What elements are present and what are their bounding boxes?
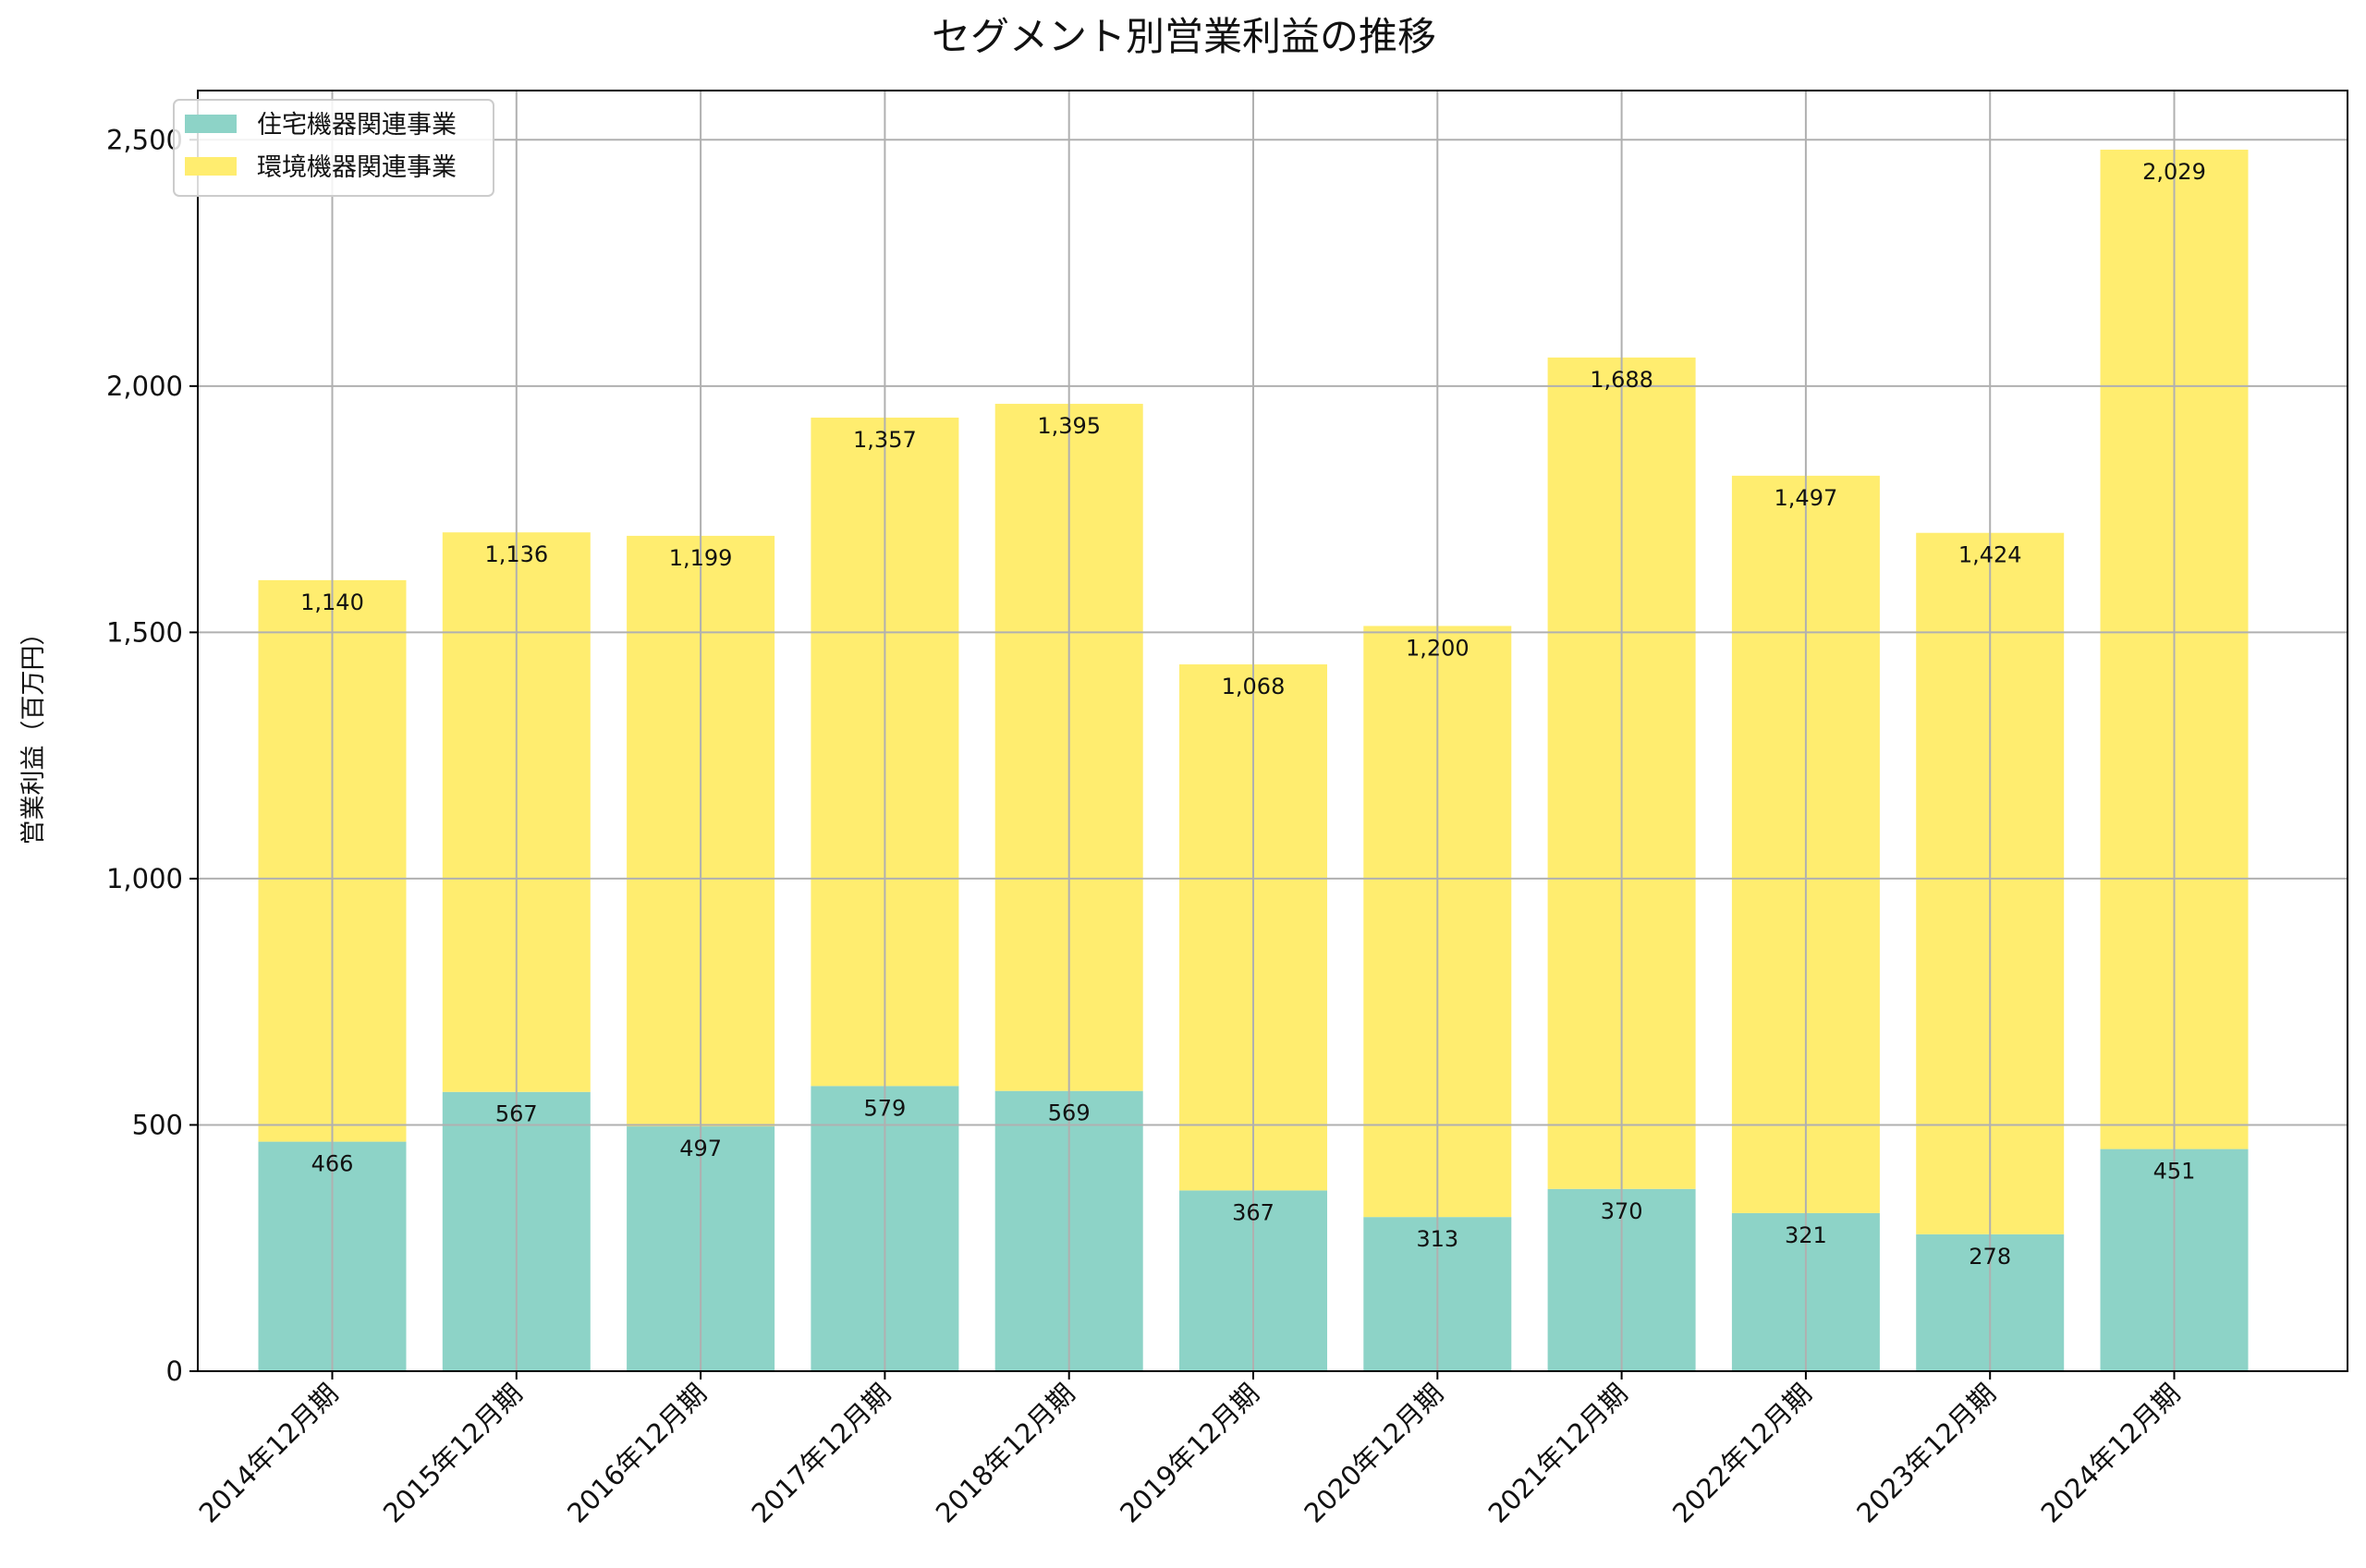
data-label-series2-5: 1,395 [1037,413,1101,439]
y-tick-label-6: 2,500 [106,124,183,155]
data-label-series1-4: 579 [863,1095,906,1121]
data-label-series2-8: 1,688 [1590,367,1653,393]
data-label-series1-11: 451 [2153,1159,2196,1185]
y-tick-label-4: 1,500 [106,616,183,648]
data-label-series2-7: 1,200 [1406,635,1470,661]
y-tick-label-1: 0 [166,1355,183,1387]
data-label-series1-1: 466 [311,1151,354,1177]
data-label-series1-6: 367 [1232,1199,1274,1225]
y-axis-label: 営業利益（百万円） [19,621,48,845]
data-label-series1-10: 278 [1969,1244,2011,1270]
plot-frame [197,90,2348,1372]
data-label-series1-3: 497 [679,1136,722,1161]
data-label-series2-10: 1,424 [1958,542,2022,568]
data-label-series2-3: 1,199 [669,545,733,571]
data-label-series1-7: 313 [1416,1226,1458,1252]
data-label-series2-11: 2,029 [2142,159,2206,185]
data-label-series2-4: 1,357 [853,427,917,453]
legend-swatch-2 [185,157,237,176]
y-tick-label-2: 500 [132,1109,183,1140]
data-label-series1-5: 569 [1048,1100,1091,1126]
chart-title: セグメント別営業利益の推移 [932,14,1436,59]
data-label-series2-2: 1,136 [484,541,548,567]
data-label-series2-9: 1,497 [1774,485,1838,511]
legend-box [173,99,494,197]
data-label-series2-1: 1,140 [300,590,364,615]
y-tick-label-3: 1,000 [106,863,183,894]
legend-label-2: 環境機器関連事業 [257,153,457,182]
data-label-series1-8: 370 [1601,1198,1643,1224]
data-label-series1-9: 321 [1785,1222,1827,1248]
y-tick-label-5: 2,000 [106,371,183,402]
legend-label-1: 住宅機器関連事業 [257,111,457,140]
data-label-series2-6: 1,068 [1222,674,1286,699]
legend-swatch-1 [185,115,237,133]
data-label-series1-2: 567 [495,1101,538,1127]
